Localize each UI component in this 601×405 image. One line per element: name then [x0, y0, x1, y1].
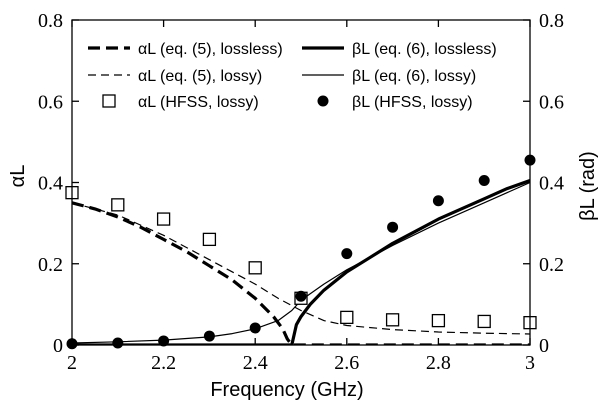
y-tick-label-left: 0.8 [38, 10, 63, 32]
data-point-circle [432, 195, 444, 207]
data-point-square [340, 310, 354, 325]
series-line-2 [72, 178, 530, 345]
x-tick-label: 2.6 [334, 352, 359, 374]
legend-swatch [102, 94, 116, 108]
data-point-circle [249, 322, 261, 334]
y-tick-label-right: 0 [539, 335, 549, 357]
legend-entry: αL (eq. (5), lossy) [138, 68, 262, 85]
y-axis-left-label: αL [7, 165, 29, 188]
series-line-0 [72, 201, 530, 345]
data-point-square [202, 232, 217, 247]
legend-swatch [317, 95, 329, 107]
legend: αL (eq. (5), lossless) αL (eq. (5), lossy… [88, 41, 497, 111]
markers-layer [65, 154, 537, 350]
legend-entry: βL (eq. (6), lossless) [352, 41, 497, 58]
data-point-circle [341, 248, 353, 260]
data-point-circle [112, 337, 124, 349]
x-tick-label: 3 [525, 352, 535, 374]
x-tick-label: 2 [67, 352, 77, 374]
legend-entry: βL (HFSS, lossy) [352, 94, 473, 111]
series-line-3 [72, 181, 530, 344]
x-tick-label: 2.8 [426, 352, 451, 374]
y-tick-label-left: 0.2 [38, 254, 63, 276]
data-point-square [477, 314, 491, 329]
data-point-square [111, 198, 125, 212]
series-line-1 [72, 202, 530, 335]
y-tick-label-right: 0.2 [539, 254, 564, 276]
x-tick-label: 2.2 [151, 352, 176, 374]
y-tick-label-left: 0.4 [38, 173, 63, 195]
data-point-square [385, 313, 400, 327]
y-tick-label-right: 0.8 [539, 10, 564, 32]
data-point-square [248, 261, 262, 275]
y-tick-label-left: 0.6 [38, 91, 63, 113]
legend-entry: βL (eq. (6), lossy) [352, 68, 476, 85]
data-point-circle [478, 174, 490, 186]
data-point-circle [203, 330, 215, 342]
data-point-square [431, 313, 446, 328]
series-layer [72, 178, 530, 345]
y-tick-label-right: 0.6 [539, 91, 564, 113]
data-point-square [156, 212, 171, 226]
y-tick-label-left: 0 [53, 335, 63, 357]
y-axis-right-label: βL (rad) [577, 151, 599, 221]
axes-layer: 2 2.2 2.4 2.6 2.8 30 00.2 0.20.4 0.40.6 0.60.8 0.8 [38, 10, 564, 374]
data-point-circle [387, 221, 399, 233]
y-tick-label-right: 0.4 [539, 173, 564, 195]
x-axis-label: Frequency (GHz) [210, 379, 363, 401]
data-point-circle [295, 290, 307, 302]
x-tick-label: 2.4 [243, 352, 268, 374]
legend-entry: αL (eq. (5), lossless) [138, 41, 283, 58]
legend-entry: αL (HFSS, lossy) [138, 94, 259, 111]
